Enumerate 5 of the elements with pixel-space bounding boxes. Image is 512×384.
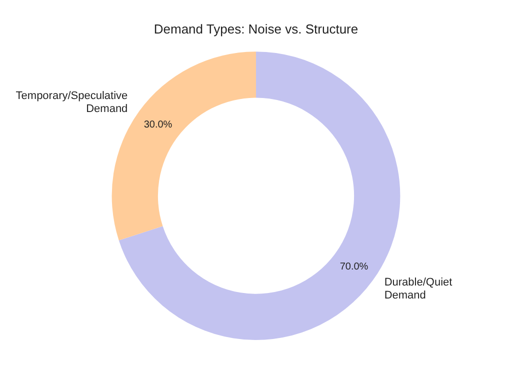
chart-title: Demand Types: Noise vs. Structure (154, 21, 358, 36)
slice-label: Durable/Quiet Demand (384, 276, 452, 302)
data-label: 70.0% (340, 262, 368, 273)
data-label: 30.0% (144, 119, 172, 130)
slice-label: Temporary/Speculative Demand (16, 90, 128, 116)
